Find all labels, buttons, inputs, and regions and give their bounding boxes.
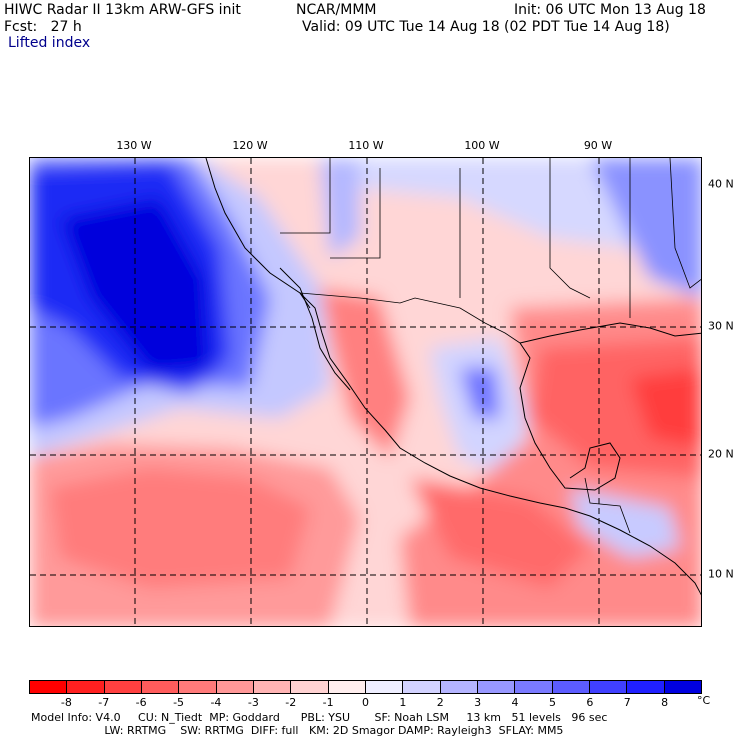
colorbar-swatch	[440, 681, 478, 693]
colorbar-tick-label: 1	[399, 696, 407, 709]
lon-label-90w: 90 W	[583, 139, 613, 152]
colorbar-tick-label: -7	[98, 696, 110, 709]
colorbar-tick-label: 7	[623, 696, 631, 709]
model-title: HIWC Radar II 13km ARW-GFS init	[4, 2, 241, 18]
colorbar-swatch	[179, 681, 217, 693]
colorbar-tick-label: 8	[661, 696, 669, 709]
colorbar-swatch	[253, 681, 292, 693]
colorbar-swatch	[589, 681, 628, 693]
colorbar-tick-label: 4	[511, 696, 519, 709]
colorbar-tick-label: 5	[548, 696, 556, 709]
colorbar-swatch	[664, 681, 701, 693]
colorbar-swatch	[477, 681, 516, 693]
colorbar-tick-label: -4	[210, 696, 222, 709]
colorbar-tick-label: 0	[362, 696, 369, 709]
colorbar-swatch	[30, 681, 68, 693]
colorbar-tick-label: 6	[586, 696, 594, 709]
colorbar-tick-label: -3	[247, 696, 259, 709]
colorbar-swatch	[328, 681, 366, 693]
lon-label-100w: 100 W	[464, 139, 500, 152]
init-time: Init: 06 UTC Mon 13 Aug 18	[514, 2, 706, 18]
lon-label-110w: 110 W	[348, 139, 384, 152]
valid-time: Valid: 09 UTC Tue 14 Aug 18 (02 PDT Tue …	[302, 19, 670, 35]
model-info-line2: LW: RRTMG SW: RRTMG DIFF: full KM: 2D Sm…	[31, 724, 564, 737]
lat-lon-grid	[30, 158, 701, 626]
model-info-line1: Model Info: V4.0 CU: N_Tiedt MP: Goddard…	[31, 711, 608, 724]
lifted-index-map	[29, 157, 702, 627]
coastlines	[205, 158, 701, 596]
lon-label-130w: 130 W	[116, 139, 152, 152]
colorbar-tick-label: 3	[474, 696, 482, 709]
lat-label-40n: 40 N	[708, 177, 734, 191]
lat-label-20n: 20 N	[708, 447, 734, 461]
forecast-hour: Fcst: 27 h	[4, 19, 82, 35]
colorbar	[29, 680, 702, 694]
colorbar-swatch	[365, 681, 404, 693]
colorbar-swatch	[67, 681, 105, 693]
colorbar-swatch	[403, 681, 441, 693]
org-label: NCAR/MMM	[296, 2, 377, 18]
colorbar-tick-label: 2	[436, 696, 444, 709]
colorbar-tick-label: -5	[173, 696, 185, 709]
colorbar-tick-label: -1	[322, 696, 334, 709]
colorbar-swatch	[552, 681, 590, 693]
colorbar-swatch	[104, 681, 142, 693]
field-shading	[30, 158, 701, 626]
colorbar-tick-label: -2	[285, 696, 297, 709]
colorbar-swatch	[627, 681, 665, 693]
field-name: Lifted index	[8, 35, 91, 51]
lon-label-120w: 120 W	[232, 139, 268, 152]
map-canvas	[30, 158, 701, 626]
lat-label-30n: 30 N	[708, 319, 734, 333]
lat-label-10n: 10 N	[708, 567, 734, 581]
colorbar-swatch	[141, 681, 180, 693]
colorbar-swatch	[216, 681, 254, 693]
colorbar-unit: °C	[697, 694, 711, 707]
political-borders	[280, 158, 701, 534]
colorbar-tick-label: -8	[60, 696, 72, 709]
colorbar-swatch	[291, 681, 329, 693]
colorbar-tick-label: -6	[135, 696, 147, 709]
colorbar-swatch	[515, 681, 553, 693]
